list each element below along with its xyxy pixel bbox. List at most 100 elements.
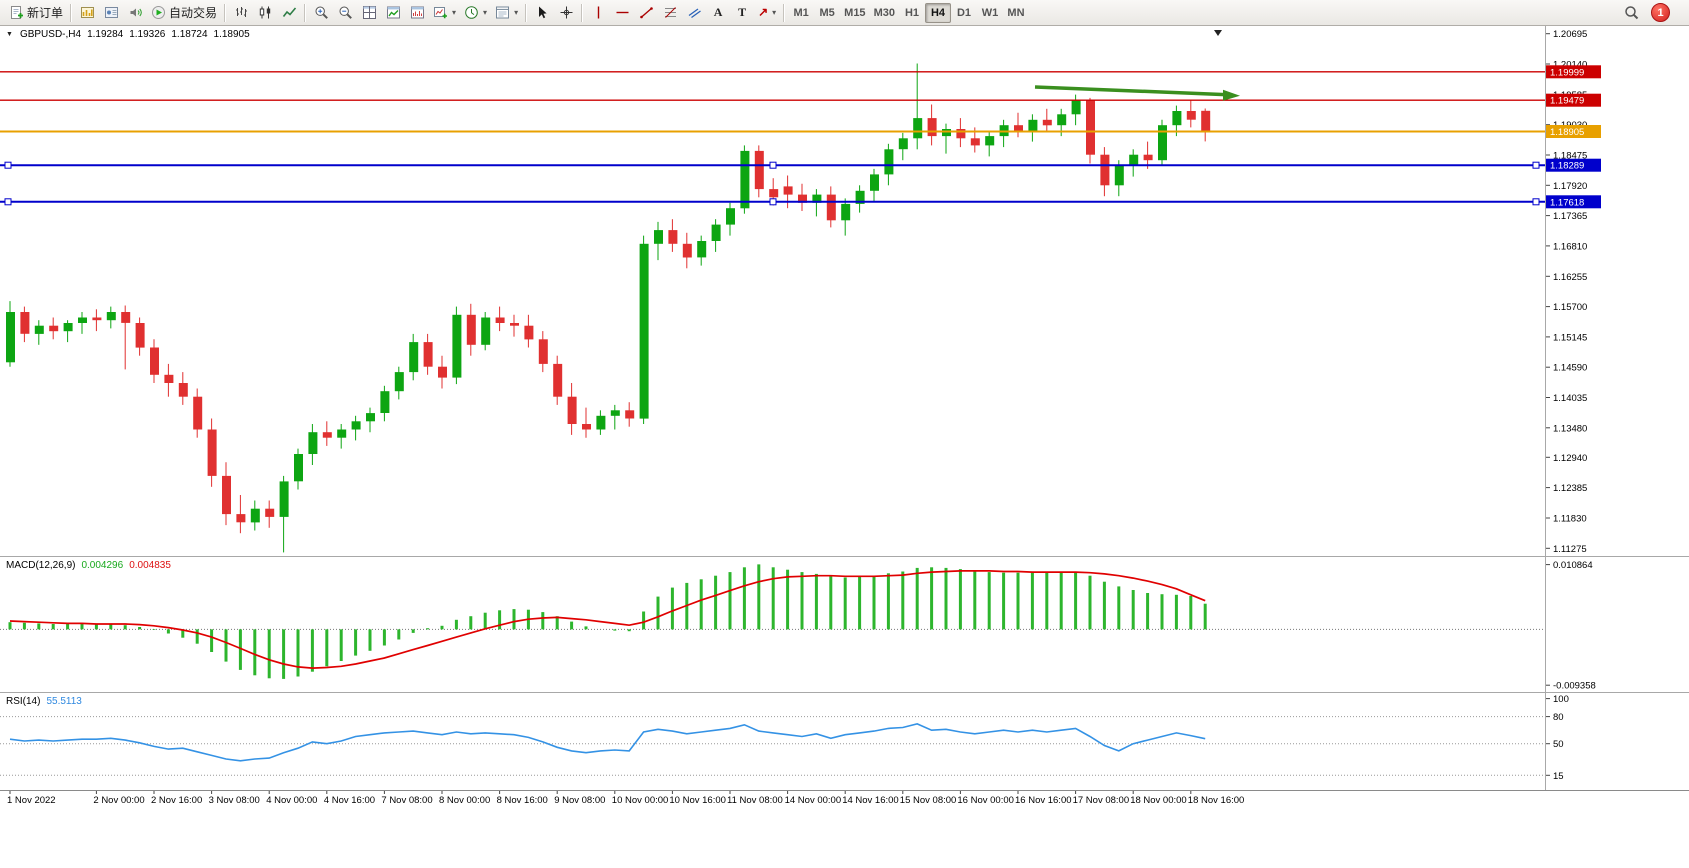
candle-down bbox=[1100, 154, 1110, 186]
candle-up bbox=[452, 314, 462, 378]
candle-down bbox=[322, 432, 332, 438]
fibonacci-button[interactable] bbox=[658, 2, 682, 24]
candle-down bbox=[524, 325, 534, 340]
time-scale[interactable] bbox=[0, 791, 1689, 811]
trendline-button[interactable] bbox=[634, 2, 658, 24]
auto-trading-button[interactable]: 自动交易 bbox=[147, 2, 221, 24]
time-label: 17 Nov 08:00 bbox=[1073, 795, 1130, 806]
profiles-icon bbox=[104, 7, 118, 18]
timeframe-m15-button[interactable]: M15 bbox=[840, 3, 869, 23]
channel-button[interactable] bbox=[682, 2, 706, 24]
new-chart-dropdown[interactable]: ▾ bbox=[429, 2, 460, 24]
price-scale[interactable] bbox=[1546, 26, 1689, 790]
line-handle[interactable] bbox=[1532, 198, 1540, 206]
candle-down bbox=[1186, 111, 1196, 120]
channel-icon bbox=[688, 8, 701, 19]
rsi-value: 55.5113 bbox=[46, 696, 82, 707]
templates-dropdown[interactable]: ▾ bbox=[491, 2, 522, 24]
timeframe-w1-button[interactable]: W1 bbox=[977, 3, 1003, 23]
price-tick-label: 1.20695 bbox=[1553, 29, 1587, 40]
toolbar-separator bbox=[581, 3, 584, 22]
profiles-button[interactable] bbox=[99, 2, 123, 24]
indicators-button[interactable] bbox=[381, 2, 405, 24]
rsi-scale-label: 15 bbox=[1553, 771, 1564, 782]
indicator-windows-button[interactable] bbox=[405, 2, 429, 24]
time-label: 10 Nov 16:00 bbox=[669, 795, 726, 806]
toolbar-right-group: 1 bbox=[1619, 2, 1684, 24]
periods-dropdown[interactable]: ▾ bbox=[460, 2, 491, 24]
timeframe-h4-button[interactable]: H4 bbox=[924, 2, 951, 23]
vertical-line-button[interactable] bbox=[586, 2, 610, 24]
fibonacci-icon bbox=[664, 7, 676, 18]
bar-chart-button[interactable] bbox=[229, 2, 253, 24]
zoom-out-button[interactable] bbox=[333, 2, 357, 24]
vertical-line-icon bbox=[597, 6, 599, 19]
search-button[interactable] bbox=[1619, 2, 1643, 24]
low-value: 1.18724 bbox=[171, 29, 208, 40]
text-button[interactable]: A bbox=[706, 2, 730, 24]
candlestick-chart-button[interactable] bbox=[253, 2, 277, 24]
price-tick-label: 1.11830 bbox=[1553, 514, 1587, 525]
candle-down bbox=[553, 363, 563, 397]
chart-canvas[interactable]: 1.206951.201401.195851.190301.184751.179… bbox=[0, 26, 1689, 868]
time-label: 2 Nov 16:00 bbox=[151, 795, 202, 806]
arrows-dropdown[interactable]: ↗ ▾ bbox=[754, 2, 780, 24]
price-tick-label: 1.15700 bbox=[1553, 302, 1587, 313]
line-handle[interactable] bbox=[4, 198, 12, 206]
candle-down bbox=[567, 396, 577, 424]
macd-scale-label: -0.009358 bbox=[1553, 681, 1596, 692]
timeframe-m5-button[interactable]: M5 bbox=[814, 3, 840, 23]
horizontal-line-button[interactable] bbox=[610, 2, 634, 24]
collapse-icon[interactable]: ▼ bbox=[6, 31, 13, 38]
line-handle[interactable] bbox=[1532, 161, 1540, 169]
close-value: 1.18905 bbox=[213, 29, 250, 40]
new-order-button[interactable]: 新订单 bbox=[5, 2, 67, 24]
symbol-period-label: GBPUSD-,H4 bbox=[19, 29, 82, 40]
candle-down bbox=[625, 410, 635, 419]
time-label: 3 Nov 08:00 bbox=[209, 795, 260, 806]
time-label: 11 Nov 08:00 bbox=[727, 795, 783, 806]
candle-up bbox=[1172, 111, 1182, 126]
candle-down bbox=[1143, 154, 1153, 161]
time-label: 8 Nov 16:00 bbox=[497, 795, 548, 806]
candle-up bbox=[596, 415, 606, 430]
tile-windows-button[interactable] bbox=[357, 2, 381, 24]
candle-down bbox=[236, 514, 246, 523]
timeframe-mn-button[interactable]: MN bbox=[1003, 3, 1029, 23]
candle-up bbox=[337, 429, 347, 438]
alerts-button[interactable] bbox=[123, 2, 147, 24]
macd-label: MACD(12,26,9) bbox=[6, 560, 76, 571]
time-label: 14 Nov 16:00 bbox=[842, 795, 899, 806]
candle-up bbox=[711, 224, 721, 241]
current-bar-marker bbox=[1214, 30, 1222, 36]
zoom-in-button[interactable] bbox=[309, 2, 333, 24]
candlestick-icon bbox=[259, 6, 270, 19]
candle-up bbox=[942, 129, 951, 137]
trend-arrow-head[interactable] bbox=[1223, 89, 1240, 101]
timeframe-m30-button[interactable]: M30 bbox=[870, 3, 899, 23]
new-chart-button[interactable] bbox=[75, 2, 99, 24]
candle-up bbox=[1114, 165, 1124, 186]
candle-down bbox=[121, 312, 131, 323]
candle-up bbox=[1028, 119, 1038, 131]
timeframe-d1-button[interactable]: D1 bbox=[951, 3, 977, 23]
crosshair-button[interactable] bbox=[554, 2, 578, 24]
text-label-button[interactable]: T bbox=[730, 2, 754, 24]
candle-down bbox=[510, 323, 519, 326]
line-handle[interactable] bbox=[769, 161, 777, 169]
trend-arrow[interactable] bbox=[1034, 85, 1229, 97]
candle-down bbox=[538, 339, 548, 364]
macd-signal-value: 0.004835 bbox=[129, 560, 171, 571]
crosshair-icon bbox=[560, 6, 573, 19]
notification-badge[interactable]: 1 bbox=[1651, 3, 1670, 22]
candle-down bbox=[927, 118, 937, 137]
timeframe-h1-button[interactable]: H1 bbox=[899, 3, 925, 23]
line-handle[interactable] bbox=[4, 161, 12, 169]
line-chart-button[interactable] bbox=[277, 2, 301, 24]
timeframe-m1-button[interactable]: M1 bbox=[788, 3, 814, 23]
cursor-button[interactable] bbox=[530, 2, 554, 24]
candle-up bbox=[366, 413, 375, 422]
time-label: 4 Nov 00:00 bbox=[266, 795, 317, 806]
line-handle[interactable] bbox=[769, 198, 777, 206]
chart-background[interactable] bbox=[0, 26, 1689, 868]
